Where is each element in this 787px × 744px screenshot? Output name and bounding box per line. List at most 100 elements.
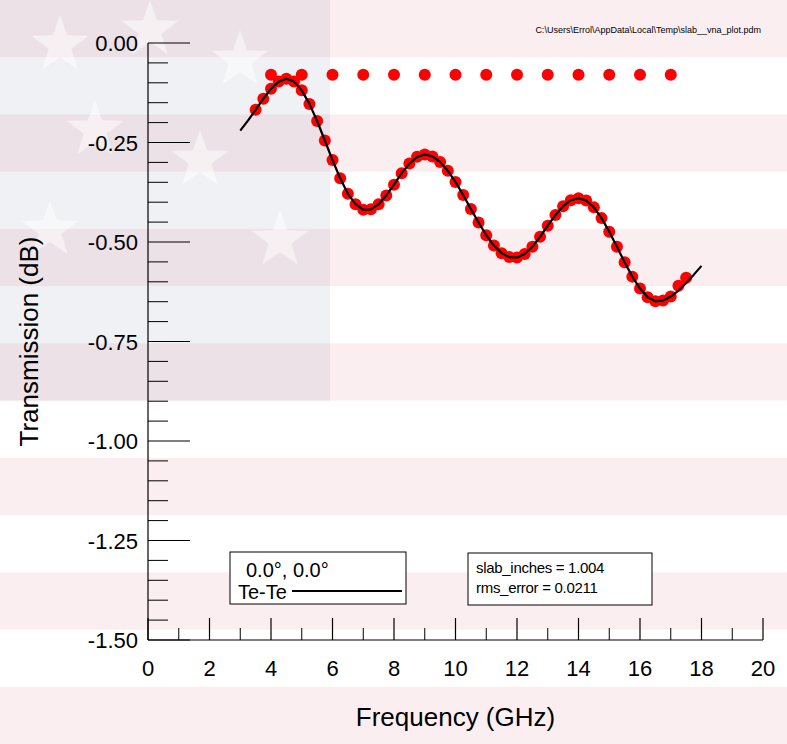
y-minor-tick: [148, 261, 168, 262]
background-stripe: [0, 687, 787, 744]
x-tick-label: 0: [142, 656, 154, 681]
y-minor-tick: [148, 222, 168, 223]
y-minor-tick: [148, 182, 168, 183]
chart: C:\Users\Errol\AppData\Local\Temp\slab__…: [0, 0, 787, 744]
y-tick-label: -0.75: [88, 330, 138, 355]
background: [0, 0, 787, 744]
x-tick-label: 4: [265, 656, 277, 681]
y-minor-tick: [148, 381, 168, 382]
x-minor-tick: [732, 628, 733, 640]
x-tick: [455, 618, 456, 640]
x-minor-tick: [609, 628, 610, 640]
point: [265, 69, 277, 81]
y-minor-tick: [148, 620, 168, 621]
series: [265, 69, 677, 81]
x-tick: [332, 618, 333, 640]
background-star: [212, 30, 269, 84]
y-tick-label: -0.25: [88, 131, 138, 156]
x-minor-tick: [670, 628, 671, 640]
y-minor-tick: [148, 82, 168, 83]
y-minor-tick: [148, 580, 168, 581]
point: [634, 69, 646, 81]
x-tick-label: 10: [443, 656, 467, 681]
data: [240, 69, 701, 307]
x-tick: [639, 618, 640, 640]
x-tick: [762, 618, 763, 640]
y-tick: [148, 540, 190, 541]
legend-label: Te-Te: [238, 581, 287, 603]
background-star: [32, 15, 89, 69]
x-tick-label: 14: [566, 656, 590, 681]
series: [250, 73, 693, 307]
y-tick: [148, 241, 190, 242]
x-tick: [393, 618, 394, 640]
y-minor-tick: [148, 460, 168, 461]
x-tick-label: 12: [505, 656, 529, 681]
x-tick-label: 6: [326, 656, 338, 681]
point: [357, 69, 369, 81]
y-tick-label: -0.50: [88, 230, 138, 255]
y-minor-tick: [148, 321, 168, 322]
point: [327, 69, 339, 81]
background-fill: [0, 0, 787, 744]
point: [296, 69, 308, 81]
legend-swatch: [292, 590, 402, 592]
y-tick-label: -1.50: [88, 628, 138, 653]
point: [665, 69, 677, 81]
y-minor-tick: [148, 560, 168, 561]
line: [240, 79, 701, 301]
background-canton: [0, 0, 330, 401]
y-tick: [148, 42, 190, 43]
x-tick: [147, 618, 148, 640]
x-tick: [578, 618, 579, 640]
y-minor-tick: [148, 122, 168, 123]
point: [542, 69, 554, 81]
y-minor-tick: [148, 421, 168, 422]
point: [480, 69, 492, 81]
legend-title: 0.0°, 0.0°: [246, 559, 329, 581]
y-minor-tick: [148, 600, 168, 601]
y-minor-tick: [148, 520, 168, 521]
x-tick-label: 8: [388, 656, 400, 681]
x-minor-tick: [424, 628, 425, 640]
y-minor-tick: [148, 500, 168, 501]
y-minor-tick: [148, 401, 168, 402]
x-tick: [701, 618, 702, 640]
x-tick: [270, 618, 271, 640]
point: [603, 69, 615, 81]
annotation: rms_error = 0.0211: [476, 579, 597, 596]
x-tick-label: 2: [203, 656, 215, 681]
point: [419, 69, 431, 81]
point: [573, 69, 585, 81]
x-tick-label: 20: [751, 656, 775, 681]
point: [511, 69, 523, 81]
annotation-box: slab_inches = 1.004rms_error = 0.0211: [468, 553, 652, 605]
x-axis-title: Frequency (GHz): [356, 702, 555, 732]
point: [388, 69, 400, 81]
y-minor-tick: [148, 301, 168, 302]
background-star: [172, 130, 229, 184]
y-tick-label: -1.00: [88, 429, 138, 454]
x-minor-tick: [240, 628, 241, 640]
y-minor-tick: [148, 281, 168, 282]
point: [450, 69, 462, 81]
background-stripe: [0, 458, 787, 515]
annotation-frame: [468, 553, 652, 605]
y-minor-tick: [148, 480, 168, 481]
legend: 0.0°, 0.0°Te-Te: [230, 552, 406, 604]
x-minor-tick: [178, 628, 179, 640]
x-tick: [516, 618, 517, 640]
legend-box: [230, 552, 406, 604]
x-minor-tick: [363, 628, 364, 640]
axes: 0.00-0.25-0.50-0.75-1.00-1.25-1.50024681…: [88, 31, 775, 681]
y-tick: [148, 639, 190, 640]
y-minor-tick: [148, 361, 168, 362]
y-tick: [148, 440, 190, 441]
background-star: [252, 210, 309, 264]
y-minor-tick: [148, 162, 168, 163]
y-minor-tick: [148, 62, 168, 63]
y-tick-label: -1.25: [88, 529, 138, 554]
x-minor-tick: [486, 628, 487, 640]
y-tick: [148, 142, 190, 143]
x-tick: [209, 618, 210, 640]
